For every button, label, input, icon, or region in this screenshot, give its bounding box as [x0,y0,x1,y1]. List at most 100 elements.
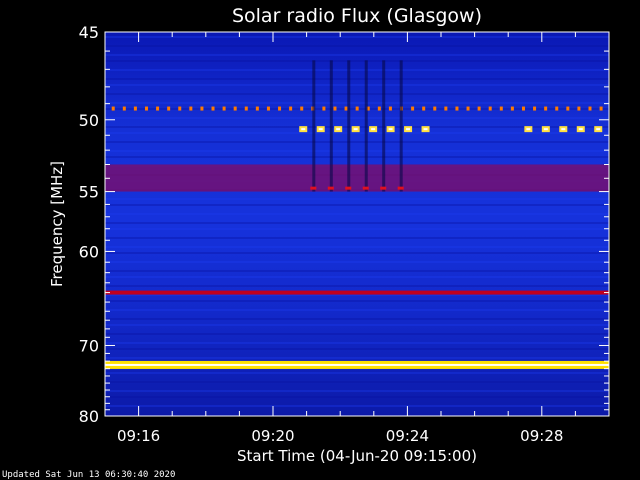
interference-dot [233,106,237,111]
burst-core [596,128,601,131]
y-tick-label: 45 [79,23,99,42]
interference-dot [289,106,293,111]
texture-band [105,237,609,239]
interference-dot [355,106,359,111]
plot-area [105,32,609,416]
heatmap-layer [105,36,609,416]
interference-dot [144,106,148,111]
interference-dot [566,106,570,111]
burst-streak [329,60,333,192]
texture-band [105,405,609,407]
updated-timestamp: Updated Sat Jun 13 06:30:40 2020 [2,470,176,480]
texture-band [105,285,609,287]
texture-band [105,228,609,230]
interference-dot [422,106,426,111]
texture-band [105,318,609,320]
burst-blip [380,186,387,190]
interference-dot [499,106,503,111]
y-tick-label: 60 [79,242,99,261]
texture-band [105,93,609,95]
continuous-line-core [105,363,609,366]
texture-band [105,45,609,47]
interference-dot [433,106,437,111]
interference-dot [466,106,470,111]
texture-band [105,213,609,215]
burst-core [578,128,583,131]
texture-band [105,78,609,80]
texture-band [105,381,609,383]
texture-band [105,261,609,263]
texture-band [105,141,609,143]
interference-dot [222,106,226,111]
burst-blip [362,186,369,190]
interference-dot [211,106,215,111]
interference-dot [278,106,282,111]
burst-core [526,128,531,131]
interference-dot [122,106,126,111]
texture-band [105,270,609,272]
texture-band [105,396,609,398]
burst-blip [327,186,334,190]
interference-dot [388,106,392,111]
continuous-line [105,290,609,295]
burst-streak [382,60,386,192]
interference-dot [488,106,492,111]
texture-band [105,276,609,278]
texture-band [105,150,609,152]
interference-dot [510,106,514,111]
texture-band [105,333,609,335]
y-tick-label: 70 [79,336,99,355]
burst-streak [312,60,316,192]
burst-streak [364,60,368,192]
interference-dot [200,106,204,111]
y-tick-label: 80 [79,407,99,426]
x-axis-label: Start Time (04-Jun-20 09:15:00) [237,447,477,465]
burst-core [423,128,428,131]
burst-core [336,128,341,131]
texture-band [105,357,609,359]
interference-dot [266,106,270,111]
interference-dot [244,106,248,111]
x-tick-label: 09:16 [117,427,160,445]
interference-dot [588,106,592,111]
interference-dot [455,106,459,111]
burst-core [371,128,376,131]
burst-blip [310,186,317,190]
interference-dot [533,106,537,111]
interference-dot [333,106,337,111]
chart-title: Solar radio Flux (Glasgow) [232,5,482,27]
emission-band [105,164,609,192]
interference-dot [189,106,193,111]
interference-dot [377,106,381,111]
interference-dot [555,106,559,111]
texture-band [105,60,609,62]
texture-band [105,414,609,416]
burst-core [301,128,306,131]
burst-blip [345,186,352,190]
burst-core [561,128,566,131]
texture-band [105,348,609,350]
texture-band [105,117,609,119]
interference-dot [521,106,525,111]
burst-streak [347,60,351,192]
texture-band [105,324,609,326]
texture-band [105,198,609,200]
texture-band [105,294,609,296]
interference-dot [366,106,370,111]
interference-dot [156,106,160,111]
texture-band [105,84,609,86]
burst-streak [399,60,403,192]
burst-core [318,128,323,131]
texture-band [105,372,609,374]
x-tick-label: 09:28 [520,427,563,445]
plot-frame [104,31,610,417]
y-tick-label: 55 [79,183,99,202]
texture-band [105,204,609,206]
x-tick-label: 09:20 [251,427,294,445]
interference-dot [544,106,548,111]
texture-band [105,342,609,344]
interference-dot [133,106,137,111]
burst-core [353,128,358,131]
interference-dot [255,106,259,111]
